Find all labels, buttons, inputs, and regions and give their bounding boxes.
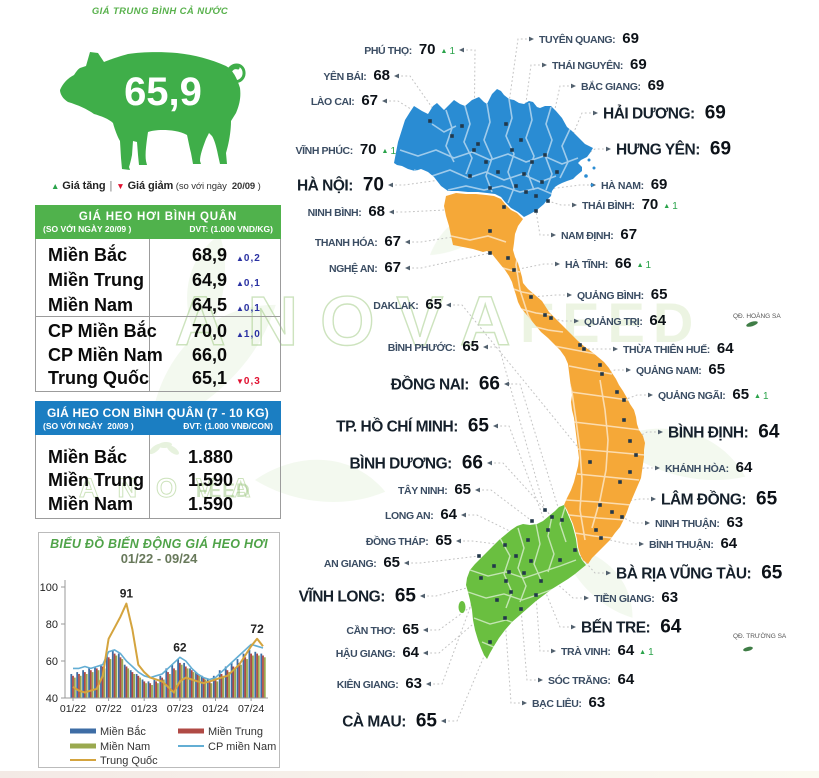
svg-text:07/24: 07/24 <box>238 703 264 715</box>
svg-text:40: 40 <box>46 693 58 705</box>
svg-text:01/22: 01/22 <box>60 703 86 715</box>
svg-text:ANOVA: ANOVA <box>79 473 270 503</box>
svg-text:07/22: 07/22 <box>95 703 121 715</box>
svg-text:01/23: 01/23 <box>131 703 157 715</box>
svg-text:QĐ. HOÀNG SA: QĐ. HOÀNG SA <box>733 311 781 320</box>
svg-text:Miền Trung: Miền Trung <box>208 726 263 738</box>
svg-text:CP miền Nam: CP miền Nam <box>208 741 276 753</box>
svg-text:91: 91 <box>120 587 134 601</box>
svg-text:72: 72 <box>250 622 264 636</box>
svg-text:07/23: 07/23 <box>167 703 193 715</box>
svg-text:ANOVA: ANOVA <box>175 282 533 360</box>
svg-text:Trung Quốc: Trung Quốc <box>100 755 158 767</box>
svg-text:Miền Nam: Miền Nam <box>100 741 150 753</box>
svg-text:QĐ. TRƯỜNG SA: QĐ. TRƯỜNG SA <box>733 631 787 640</box>
svg-text:FEED: FEED <box>196 481 251 502</box>
svg-text:100: 100 <box>40 582 58 594</box>
svg-text:Miền Bắc: Miền Bắc <box>100 725 146 738</box>
svg-text:65,9: 65,9 <box>124 70 202 114</box>
svg-text:60: 60 <box>46 656 58 668</box>
svg-text:80: 80 <box>46 619 58 631</box>
svg-text:01/24: 01/24 <box>202 703 228 715</box>
svg-text:62: 62 <box>173 640 187 654</box>
